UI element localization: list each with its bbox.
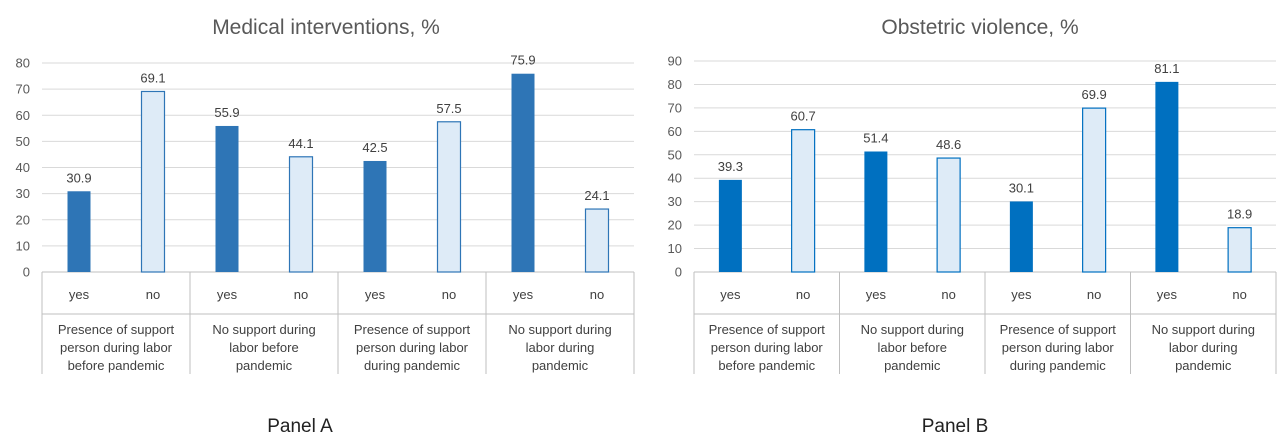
category-label: yes [866,287,887,302]
bar-no [140,90,166,273]
data-label: 18.9 [1227,207,1252,222]
bar-yes [864,151,888,272]
chart-b: Obstetric violence, % 0 10 20 30 40 50 60 70 80 90… [668,16,1277,437]
group-label: No support during [1152,322,1255,337]
group-label: No support during [508,322,611,337]
data-label: 75.9 [510,53,535,68]
category-label: yes [1157,287,1178,302]
category-label: no [941,287,955,302]
group-label: during pandemic [1010,358,1107,373]
category-label: no [1087,287,1101,302]
group-label: pandemic [236,358,293,373]
group-label: pandemic [532,358,589,373]
category-label: yes [720,287,741,302]
category-label: yes [1011,287,1032,302]
group-label: Presence of support [709,322,826,337]
category-label: no [294,287,308,302]
category-label: yes [513,287,534,302]
bar-yes [67,191,91,272]
data-label: 44.1 [288,136,313,151]
data-label: 30.9 [66,170,91,185]
data-label: 24.1 [584,188,609,203]
category-label: no [796,287,810,302]
data-label: 42.5 [362,140,387,155]
y-tick-label: 60 [16,108,30,123]
y-tick-label: 40 [668,171,682,186]
panel-label: Panel B [922,416,989,437]
data-label: 55.9 [214,105,239,120]
y-tick-label: 30 [668,194,682,209]
group-label: Presence of support [1000,322,1117,337]
bar-yes [511,73,535,273]
data-label: 57.5 [436,101,461,116]
chart-title: Medical interventions, % [212,16,440,39]
y-tick-label: 30 [16,186,30,201]
group-label: person during labor [711,340,824,355]
category-label: yes [365,287,386,302]
bar-yes [1009,201,1033,272]
data-label: 60.7 [790,109,815,124]
group-label: labor before [878,340,947,355]
bar-no [288,156,314,273]
group-label: person during labor [60,340,173,355]
data-label: 69.9 [1081,87,1106,102]
data-label: 81.1 [1154,61,1179,76]
data-label: 39.3 [718,159,743,174]
group-label: person during labor [1002,340,1115,355]
bar-no [436,121,462,273]
y-tick-label: 90 [668,54,682,69]
group-label: Presence of support [354,322,471,337]
bar-no [584,208,610,273]
y-tick-label: 0 [675,265,682,280]
group-label: person during labor [356,340,469,355]
group-label: pandemic [1175,358,1232,373]
y-tick-label: 20 [668,218,682,233]
y-tick-label: 50 [668,147,682,162]
chart-a: Medical interventions, % 0 10 20 30 40 50 60 70 8… [16,16,635,437]
y-tick-label: 80 [668,77,682,92]
bar-no [936,157,961,273]
category-label: yes [69,287,90,302]
group-label: labor during [526,340,595,355]
group-label: during pandemic [364,358,461,373]
data-label: 48.6 [936,137,961,152]
bar-yes [1155,81,1179,272]
bar-yes [718,179,742,272]
bar-yes [215,125,239,273]
chart-title: Obstetric violence, % [881,16,1078,39]
group-label: pandemic [884,358,941,373]
panel-label: Panel A [267,416,333,437]
category-label: no [146,287,160,302]
data-label: 51.4 [863,130,888,145]
y-tick-label: 20 [16,212,30,227]
y-tick-label: 10 [16,238,30,253]
y-tick-label: 10 [668,241,682,256]
category-label: yes [217,287,238,302]
bar-no [791,129,816,273]
y-tick-label: 50 [16,134,30,149]
group-label: labor before [229,340,298,355]
group-label: labor during [1169,340,1238,355]
data-label: 30.1 [1009,180,1034,195]
category-label: no [1232,287,1246,302]
y-tick-label: 0 [23,265,30,280]
y-tick-label: 70 [16,82,30,97]
group-label: before pandemic [718,358,815,373]
y-tick-label: 60 [668,124,682,139]
bar-no [1082,107,1107,273]
y-tick-label: 80 [16,56,30,71]
group-label: before pandemic [68,358,165,373]
group-label: No support during [861,322,964,337]
bar-no [1227,227,1252,273]
y-tick-label: 40 [16,160,30,175]
category-label: no [442,287,456,302]
y-tick-label: 70 [668,100,682,115]
bar-yes [363,160,387,272]
group-label: No support during [212,322,315,337]
group-label: Presence of support [58,322,175,337]
data-label: 69.1 [140,70,165,85]
category-label: no [590,287,604,302]
